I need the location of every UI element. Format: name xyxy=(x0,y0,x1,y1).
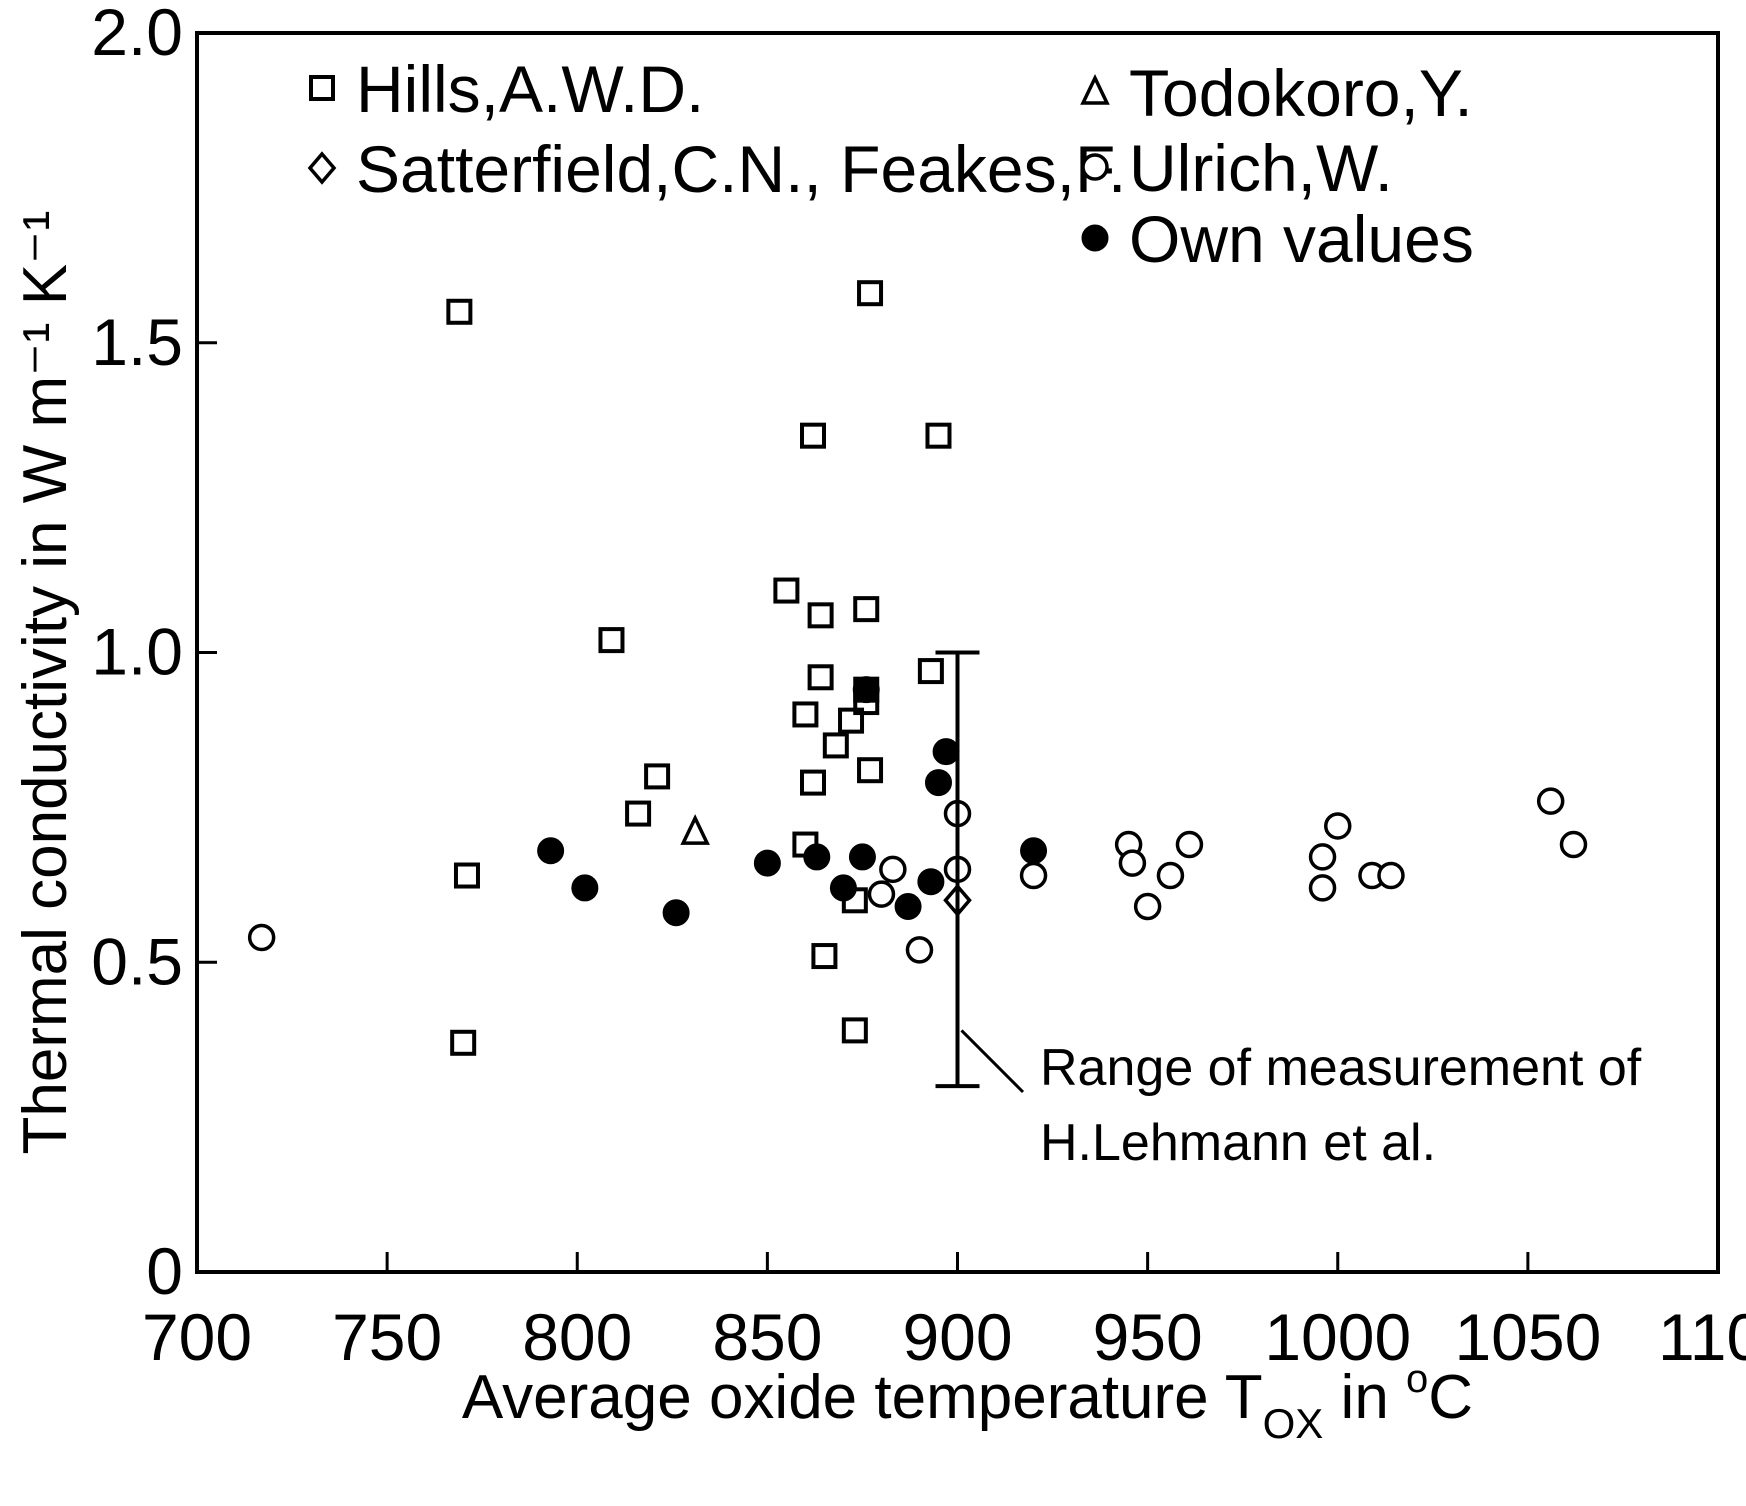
x-axis-label-degree: o xyxy=(1406,1357,1428,1401)
x-tick-label: 110 xyxy=(1658,1300,1746,1374)
x-tick-label: 1050 xyxy=(1454,1300,1601,1374)
tick-layer xyxy=(197,341,1530,1272)
own-value-point xyxy=(894,892,922,920)
hills-point xyxy=(838,707,865,734)
own-value-point xyxy=(803,843,831,871)
legend-label-satterfield: Satterfield,C.N., Feakes,F. xyxy=(356,132,1126,206)
ulrich-point xyxy=(867,880,896,908)
own-value-point xyxy=(662,899,690,927)
legend-marker-own-value xyxy=(1081,224,1109,252)
ulrich-point xyxy=(1536,787,1565,815)
legend-label-own-value: Own values xyxy=(1129,202,1474,276)
plot-frame xyxy=(195,31,1720,1274)
own-value-point xyxy=(1020,837,1048,865)
ulrich-point xyxy=(247,923,276,952)
todokoro-point xyxy=(680,814,710,845)
hills-point xyxy=(857,280,884,307)
x-tick-label: 700 xyxy=(142,1300,252,1374)
x-tick-labels: 700 750 800 850 900 950 1000 1050 110 xyxy=(142,1300,1746,1374)
legend-marker-ulrich xyxy=(1081,153,1109,181)
legend-label-todokoro: Todokoro,Y. xyxy=(1129,56,1473,130)
ulrich-point xyxy=(1377,861,1405,890)
x-tick-label: 950 xyxy=(1093,1300,1203,1374)
ulrich-point xyxy=(1175,830,1204,859)
legend-marker-hills xyxy=(309,75,335,101)
x-axis-label-subscript: OX xyxy=(1263,1400,1324,1447)
x-axis-label-unit: C xyxy=(1428,1363,1473,1432)
hills-point xyxy=(598,627,625,654)
ulrich-point xyxy=(1133,892,1162,921)
x-axis-label-rest: in xyxy=(1323,1363,1406,1432)
hills-point xyxy=(446,298,473,325)
legend: Hills,A.W.D.Satterfield,C.N., Feakes,F.T… xyxy=(307,52,1474,276)
hills-point xyxy=(625,800,652,827)
own-value-point xyxy=(537,837,565,865)
x-tick-label: 750 xyxy=(332,1300,442,1374)
range-bar xyxy=(935,650,980,1089)
y-tick-label: 0 xyxy=(146,1234,183,1308)
hills-point xyxy=(811,943,838,970)
hills-point xyxy=(792,701,819,728)
x-tick-label: 850 xyxy=(712,1300,822,1374)
x-tick-label: 800 xyxy=(522,1300,632,1374)
ulrich-point xyxy=(1308,874,1337,902)
hills-point xyxy=(800,769,827,796)
y-tick-label: 0.5 xyxy=(91,924,183,998)
annotation-line-2: H.Lehmann et al. xyxy=(1040,1114,1436,1172)
x-axis-label: Average oxide temperature TOX in oC xyxy=(462,1357,1473,1447)
hills-point xyxy=(841,1017,868,1044)
own-value-point xyxy=(924,769,952,797)
x-tick-label: 1000 xyxy=(1264,1300,1411,1374)
ulrich-point xyxy=(1308,843,1337,871)
y-tick-label: 1.5 xyxy=(91,305,183,379)
y-axis-label: Thermal conductivity in W m⁻¹ K⁻¹ xyxy=(11,211,80,1155)
own-value-point xyxy=(932,738,960,766)
data-points xyxy=(247,280,1588,1056)
hills-point xyxy=(800,422,827,449)
x-axis-label-main: Average oxide temperature T xyxy=(462,1363,1263,1432)
own-value-point xyxy=(571,874,599,902)
hills-point xyxy=(822,732,849,759)
ulrich-point xyxy=(1324,812,1352,840)
ulrich-point xyxy=(1559,830,1588,859)
hills-point xyxy=(807,664,834,691)
ulrich-point xyxy=(905,936,934,964)
legend-label-hills: Hills,A.W.D. xyxy=(356,52,704,126)
hills-point xyxy=(857,757,884,784)
ulrich-point xyxy=(1019,861,1048,890)
hills-point xyxy=(853,596,880,623)
ulrich-point xyxy=(879,855,907,884)
hills-point xyxy=(917,658,944,685)
hills-point xyxy=(773,577,800,604)
y-tick-label: 2.0 xyxy=(91,0,183,69)
hills-point xyxy=(644,763,671,790)
annotation-line-1: Range of measurement of xyxy=(1040,1039,1642,1097)
hills-point xyxy=(450,1029,477,1056)
hills-point xyxy=(925,422,952,449)
y-tick-labels: 0 0.5 1.0 1.5 2.0 xyxy=(91,0,183,1308)
own-value-point xyxy=(848,843,876,871)
legend-marker-todokoro xyxy=(1080,73,1110,105)
y-tick-label: 1.0 xyxy=(91,615,183,689)
hills-point xyxy=(453,862,480,889)
own-value-point xyxy=(753,849,781,877)
x-tick-label: 900 xyxy=(902,1300,1012,1374)
annotation-leader-line xyxy=(960,1029,1025,1094)
own-value-point xyxy=(917,868,945,896)
ulrich-point xyxy=(1118,849,1147,877)
hills-point xyxy=(807,602,834,629)
legend-label-ulrich: Ulrich,W. xyxy=(1129,131,1393,205)
own-value-point xyxy=(852,676,880,704)
own-value-point xyxy=(829,874,857,902)
ulrich-point xyxy=(1156,861,1185,890)
legend-marker-satterfield xyxy=(307,151,337,185)
